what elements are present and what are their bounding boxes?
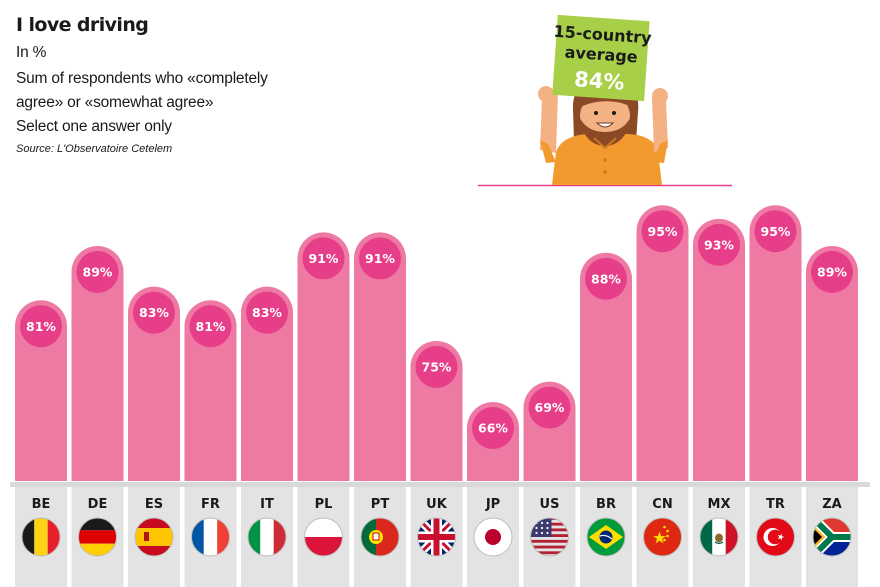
country-code-za: ZA <box>822 497 842 512</box>
value-label-pt: 91% <box>365 251 395 266</box>
pl-flag-icon <box>304 517 343 557</box>
bar-br <box>580 252 632 481</box>
value-label-br: 88% <box>591 271 621 286</box>
value-badge-pl <box>302 237 345 280</box>
country-code-cn: CN <box>652 497 672 512</box>
average-sign: 15-country average 84% <box>552 14 653 102</box>
bar-pl <box>297 232 350 481</box>
country-code-mx: MX <box>708 497 731 512</box>
bar-be <box>15 300 67 481</box>
value-badge-br <box>585 257 627 300</box>
value-label-za: 89% <box>817 264 847 279</box>
country-code-be: BE <box>32 497 51 512</box>
subtitle-line-2: agree» or «somewhat agree» <box>16 94 214 111</box>
bar-pt <box>354 232 406 481</box>
value-label-it: 83% <box>252 305 282 320</box>
value-badge-it <box>246 291 288 334</box>
source-note: Source: L'Observatoire Cetelem <box>16 143 173 155</box>
value-badge-pt <box>359 237 401 280</box>
subtitle-unit: In % <box>16 44 47 61</box>
value-badge-jp <box>472 407 514 449</box>
pt-flag-icon <box>360 517 400 557</box>
subtitle-line-3: Select one answer only <box>16 118 172 135</box>
chart-title: I love driving <box>16 14 149 36</box>
value-label-uk: 75% <box>422 359 452 374</box>
value-badge-tr <box>754 210 797 253</box>
value-label-es: 83% <box>139 305 169 320</box>
value-badge-cn <box>641 210 684 253</box>
it-flag-icon <box>247 517 287 557</box>
fr-flag-icon <box>191 517 230 557</box>
be-flag-icon <box>21 517 61 557</box>
value-badge-es <box>133 291 175 334</box>
axis-strip <box>10 482 870 487</box>
mx-flag-icon <box>699 517 739 557</box>
bar-it <box>241 286 293 481</box>
value-label-tr: 95% <box>761 224 791 239</box>
value-badge-uk <box>415 345 458 388</box>
value-label-mx: 93% <box>704 237 734 252</box>
country-code-fr: FR <box>201 497 220 512</box>
bar-es <box>128 286 180 481</box>
average-value: 84% <box>573 67 625 94</box>
country-code-pt: PT <box>371 497 390 512</box>
tr-flag-icon <box>756 517 795 557</box>
value-badge-za <box>811 250 853 293</box>
value-badge-mx <box>698 223 740 266</box>
country-code-uk: UK <box>426 497 448 512</box>
jp-flag-icon <box>473 517 513 557</box>
country-code-jp: JP <box>485 497 500 512</box>
value-badge-be <box>20 305 62 348</box>
country-code-de: DE <box>88 497 108 512</box>
value-label-pl: 91% <box>309 251 339 266</box>
average-illustration: 15-country average 84% <box>478 14 732 187</box>
value-label-us: 69% <box>535 400 565 415</box>
es-flag-icon <box>134 517 174 557</box>
value-label-cn: 95% <box>648 224 678 239</box>
de-flag-icon <box>78 517 117 557</box>
bar-fr <box>184 300 237 481</box>
value-label-de: 89% <box>83 264 113 279</box>
subtitle-line-1: Sum of respondents who «completely <box>16 70 268 87</box>
country-code-it: IT <box>260 497 274 512</box>
value-label-jp: 66% <box>478 421 508 436</box>
country-code-us: US <box>540 497 560 512</box>
cn-flag-icon <box>643 517 682 557</box>
value-label-be: 81% <box>26 319 56 334</box>
value-badge-us <box>528 386 571 429</box>
za-flag-icon <box>812 517 852 557</box>
bar-cn <box>636 205 689 481</box>
bar-de <box>71 245 124 481</box>
bar-mx <box>693 218 745 481</box>
value-badge-fr <box>189 305 232 348</box>
country-code-es: ES <box>145 497 163 512</box>
country-code-tr: TR <box>766 497 785 512</box>
country-code-pl: PL <box>315 497 333 512</box>
br-flag-icon <box>586 517 626 557</box>
value-badge-de <box>76 250 119 293</box>
bar-za <box>806 246 858 481</box>
value-label-fr: 81% <box>196 319 226 334</box>
country-code-br: BR <box>596 497 616 512</box>
uk-flag-icon <box>417 517 456 557</box>
bar-tr <box>749 205 802 481</box>
